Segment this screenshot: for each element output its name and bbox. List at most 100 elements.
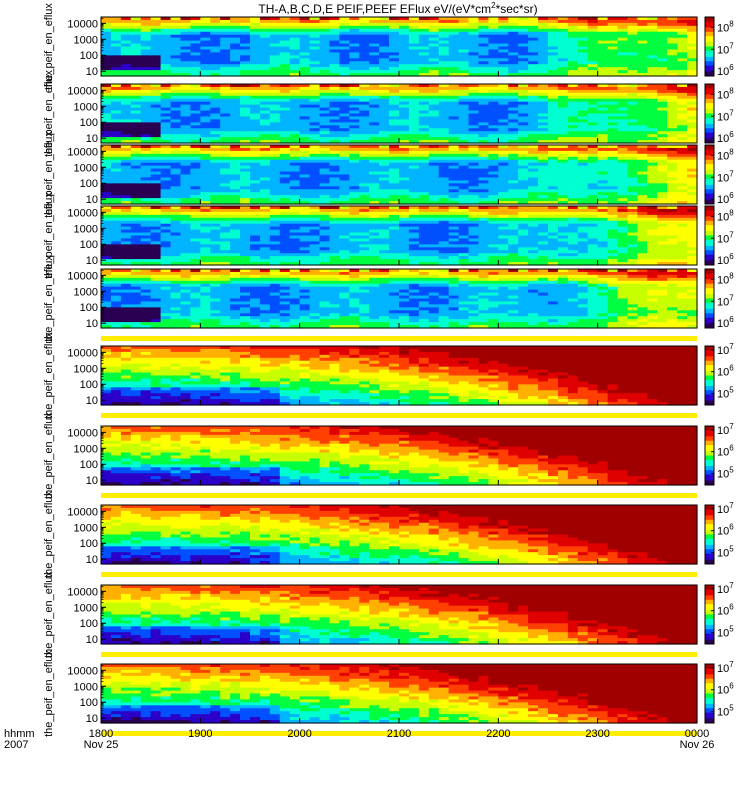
heatmap-cell bbox=[210, 217, 221, 222]
heatmap-cell bbox=[597, 186, 609, 190]
heatmap-cell bbox=[250, 259, 261, 263]
heatmap-cell bbox=[101, 22, 112, 27]
heatmap-cell bbox=[647, 92, 658, 97]
heatmap-cell bbox=[518, 128, 529, 132]
heatmap-cell bbox=[478, 165, 489, 170]
heatmap-cell bbox=[438, 195, 450, 199]
heatmap-cell bbox=[657, 73, 668, 77]
heatmap-cell bbox=[289, 49, 301, 53]
heatmap-cell bbox=[548, 86, 559, 91]
heatmap-cell bbox=[299, 107, 311, 112]
heatmap-cell bbox=[587, 49, 599, 53]
heatmap-cell bbox=[637, 150, 648, 155]
heatmap-cell bbox=[399, 98, 410, 103]
heatmap-cell bbox=[399, 101, 410, 106]
heatmap-cell bbox=[130, 37, 142, 42]
heatmap-cell bbox=[508, 58, 519, 62]
heatmap-cell bbox=[448, 64, 460, 68]
heatmap-cell bbox=[289, 110, 301, 115]
heatmap-cell bbox=[498, 86, 509, 91]
heatmap-cell bbox=[259, 147, 271, 152]
heatmap-cell bbox=[488, 134, 499, 138]
heatmap-cell bbox=[349, 156, 360, 161]
heatmap-cell bbox=[120, 259, 132, 263]
heatmap-cell bbox=[617, 201, 629, 205]
heatmap-cell bbox=[160, 195, 172, 199]
heatmap-cell bbox=[309, 61, 321, 65]
heatmap-cell bbox=[657, 95, 668, 100]
heatmap-cell bbox=[359, 116, 370, 120]
heatmap-cell bbox=[180, 49, 191, 53]
heatmap-cell bbox=[329, 110, 340, 115]
heatmap-cell bbox=[329, 43, 340, 48]
heatmap-cell bbox=[190, 159, 201, 164]
heatmap-cell bbox=[379, 183, 390, 187]
heatmap-cell bbox=[299, 17, 311, 21]
heatmap-cell bbox=[488, 186, 499, 190]
heatmap-cell bbox=[279, 17, 291, 21]
heatmap-cell bbox=[657, 119, 668, 123]
heatmap-cell bbox=[369, 128, 380, 132]
heatmap-cell bbox=[349, 241, 360, 245]
heatmap-cell bbox=[329, 37, 340, 42]
heatmap-cell bbox=[379, 110, 390, 115]
heatmap-cell bbox=[210, 95, 221, 100]
heatmap-cell bbox=[508, 162, 519, 167]
heatmap-cell bbox=[498, 165, 509, 170]
heatmap-cell bbox=[279, 49, 291, 53]
heatmap-cell bbox=[329, 140, 340, 144]
heatmap-cell bbox=[448, 89, 460, 94]
heatmap-cell bbox=[150, 43, 162, 48]
heatmap-cell bbox=[389, 64, 400, 68]
heatmap-cell bbox=[101, 244, 112, 248]
heatmap-cell bbox=[448, 162, 460, 167]
heatmap-cell bbox=[210, 180, 221, 184]
heatmap-cell bbox=[597, 150, 609, 155]
heatmap-cell bbox=[309, 232, 321, 237]
heatmap-cell bbox=[379, 98, 390, 103]
heatmap-cell bbox=[160, 49, 172, 53]
heatmap-cell bbox=[577, 49, 589, 53]
heatmap-cell bbox=[299, 147, 311, 152]
heatmap-cell bbox=[528, 86, 539, 91]
heatmap-cell bbox=[190, 232, 201, 237]
heatmap-cell bbox=[538, 183, 549, 187]
heatmap-cell bbox=[220, 119, 231, 123]
heatmap-cell bbox=[170, 73, 182, 77]
heatmap-cell bbox=[130, 241, 142, 245]
heatmap-cell bbox=[637, 55, 648, 59]
heatmap-cell bbox=[339, 180, 350, 184]
heatmap-cell bbox=[538, 86, 549, 91]
heatmap-cell bbox=[389, 104, 400, 109]
heatmap-cell bbox=[110, 259, 122, 263]
heatmap-cell bbox=[428, 128, 440, 132]
heatmap-cell bbox=[687, 153, 698, 158]
heatmap-cell bbox=[667, 125, 678, 129]
heatmap-cell bbox=[518, 159, 529, 164]
heatmap-cell bbox=[418, 43, 430, 48]
heatmap-cell bbox=[667, 128, 678, 132]
heatmap-cell bbox=[418, 73, 430, 77]
heatmap-cell bbox=[667, 67, 678, 71]
colorbar-segment bbox=[705, 138, 714, 141]
heatmap-cell bbox=[319, 110, 331, 115]
heatmap-cell bbox=[289, 92, 301, 97]
heatmap-cell bbox=[130, 262, 142, 266]
heatmap-cell bbox=[319, 189, 331, 193]
heatmap-cell bbox=[150, 64, 162, 68]
heatmap-cell bbox=[617, 55, 629, 59]
heatmap-cell bbox=[657, 125, 668, 129]
heatmap-cell bbox=[637, 89, 648, 94]
heatmap-cell bbox=[329, 220, 340, 225]
heatmap-cell bbox=[160, 206, 172, 210]
heatmap-cell bbox=[458, 156, 470, 161]
heatmap-cell bbox=[399, 73, 410, 77]
colorbar-segment bbox=[705, 159, 714, 162]
heatmap-cell bbox=[120, 171, 132, 176]
colorbar-segment bbox=[705, 164, 714, 167]
heatmap-cell bbox=[498, 84, 509, 88]
heatmap-cell bbox=[130, 110, 142, 115]
heatmap-cell bbox=[230, 226, 241, 231]
heatmap-cell bbox=[329, 73, 340, 77]
heatmap-cell bbox=[607, 128, 619, 132]
